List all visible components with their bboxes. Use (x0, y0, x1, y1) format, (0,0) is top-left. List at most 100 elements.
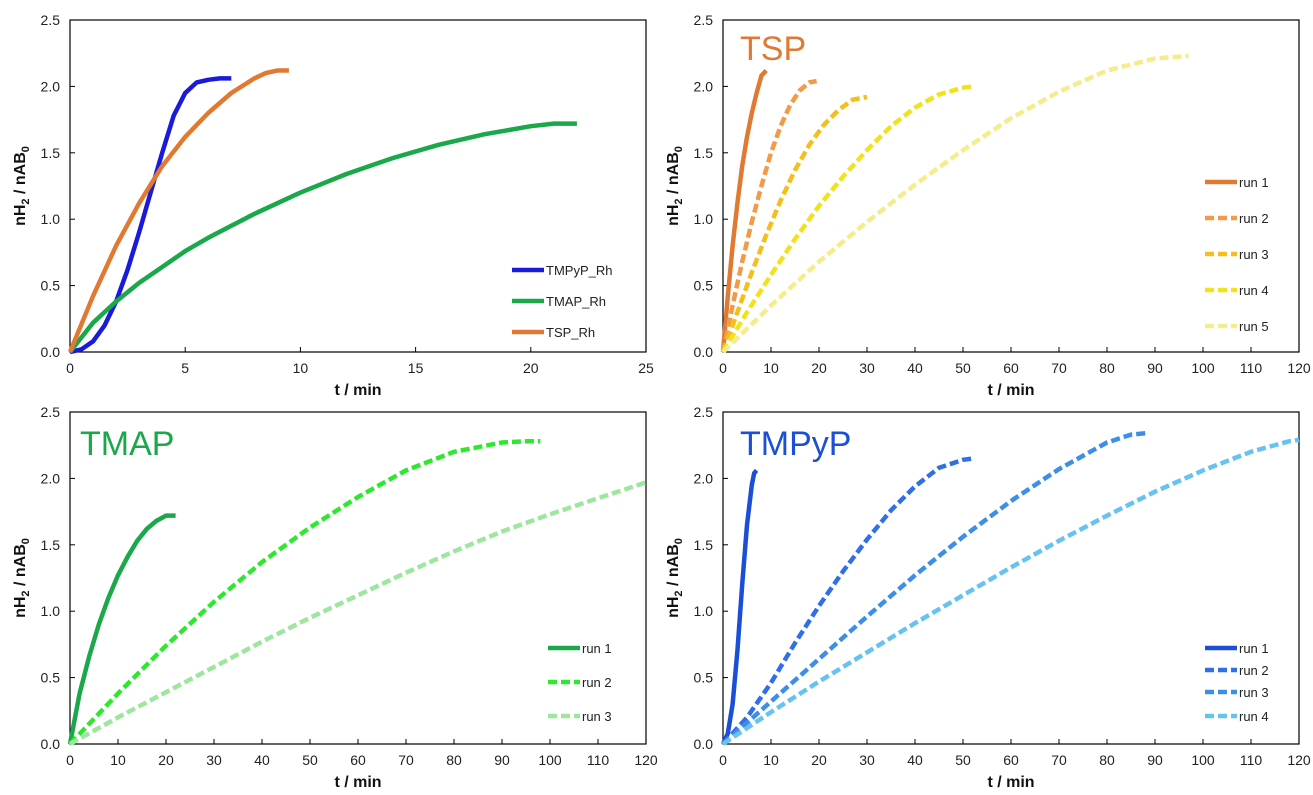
x-tick-label: 15 (408, 360, 424, 376)
x-tick-label: 100 (1191, 360, 1215, 376)
panel-title: TMAP (80, 425, 174, 463)
y-axis-label: nH2 / nAB0 (12, 538, 32, 618)
series-line-tmap-rh (68, 121, 577, 354)
series-line-run-4 (721, 437, 1300, 746)
x-tick-label: 25 (638, 360, 654, 376)
x-tick-label: 110 (587, 752, 610, 768)
x-tick-label: 50 (955, 752, 971, 768)
series-line-run-4 (721, 84, 973, 354)
y-tick-label: 1.0 (41, 211, 61, 227)
x-tick-label: 40 (254, 752, 270, 768)
y-axis-label: nH2 / nAB0 (665, 146, 685, 226)
x-tick-label: 120 (1287, 752, 1311, 768)
x-axis-label: t / min (334, 382, 381, 399)
y-tick-label: 0.0 (694, 344, 714, 360)
legend-label: run 5 (1239, 319, 1269, 334)
x-tick-label: 80 (446, 752, 462, 768)
y-axis-label-subscript: 0 (673, 146, 685, 152)
legend-label: run 1 (582, 641, 612, 656)
y-tick-label: 1.0 (41, 603, 61, 619)
legend-label: run 4 (1239, 709, 1269, 724)
x-tick-label: 60 (350, 752, 366, 768)
x-tick-label: 110 (1240, 360, 1263, 376)
series-line-run-3 (68, 480, 647, 746)
panel-title: TMPyP (740, 425, 851, 463)
x-tick-label: 20 (811, 752, 827, 768)
y-tick-label: 2.0 (41, 470, 61, 486)
y-axis-label-part: nH (665, 597, 682, 618)
x-tick-label: 0 (66, 360, 74, 376)
series-line-run-2 (721, 456, 973, 746)
x-tick-label: 40 (907, 752, 923, 768)
y-axis-label: nH2 / nAB0 (12, 146, 32, 226)
series-line-run-1 (67, 513, 176, 745)
x-axis-label: t / min (334, 774, 381, 791)
x-axis-label: t / min (987, 774, 1034, 791)
panel-title: TSP (740, 30, 806, 68)
x-tick-label: 40 (907, 360, 923, 376)
series-line-run-3 (721, 430, 1146, 746)
y-tick-label: 0.5 (694, 670, 714, 686)
x-tick-label: 50 (955, 360, 971, 376)
x-tick-label: 30 (859, 752, 875, 768)
x-tick-label: 80 (1099, 360, 1115, 376)
x-tick-label: 60 (1003, 360, 1019, 376)
series-line-run-1 (720, 468, 759, 745)
legend-label: run 2 (582, 675, 612, 690)
y-tick-label: 0.5 (694, 278, 714, 294)
x-tick-label: 10 (763, 752, 779, 768)
x-tick-label: 120 (634, 752, 658, 768)
legend-label: TSP_Rh (546, 325, 595, 340)
legend-label: run 4 (1239, 283, 1269, 298)
y-tick-label: 1.0 (694, 603, 714, 619)
legend-label: run 2 (1239, 663, 1269, 678)
legend-label: run 3 (1239, 247, 1269, 262)
y-axis-label: nH2 / nAB0 (665, 538, 685, 618)
x-tick-label: 0 (719, 360, 727, 376)
x-tick-label: 30 (859, 360, 875, 376)
x-tick-label: 90 (494, 752, 510, 768)
series-line-tmpyp-rh (69, 76, 232, 355)
legend-label: run 2 (1239, 211, 1269, 226)
x-tick-label: 20 (158, 752, 174, 768)
y-tick-label: 2.0 (694, 470, 714, 486)
x-tick-label: 0 (66, 752, 74, 768)
y-axis-label-subscript: 2 (20, 198, 32, 204)
y-axis-label-subscript: 2 (673, 590, 685, 596)
y-axis-label-subscript: 0 (673, 538, 685, 544)
x-tick-label: 70 (1051, 752, 1067, 768)
y-axis-label-part: nH (665, 205, 682, 226)
y-axis-label-part: nH (12, 597, 29, 618)
series-line-run-2 (68, 438, 541, 746)
x-tick-label: 10 (110, 752, 126, 768)
y-axis-label-part: / nAB (12, 544, 29, 590)
y-axis-label-part: / nAB (665, 152, 682, 198)
series-line-run-5 (721, 53, 1189, 354)
y-tick-label: 2.5 (41, 404, 61, 420)
series-line-tsp-rh (67, 68, 289, 353)
x-tick-label: 30 (206, 752, 222, 768)
x-tick-label: 0 (719, 752, 727, 768)
y-tick-label: 0.0 (41, 344, 61, 360)
x-tick-label: 20 (523, 360, 539, 376)
y-tick-label: 0.0 (41, 736, 61, 752)
y-tick-label: 1.0 (694, 211, 714, 227)
legend-label: TMAP_Rh (546, 294, 606, 309)
y-tick-label: 2.5 (694, 404, 714, 420)
y-tick-label: 0.5 (41, 670, 61, 686)
plot-frame (69, 19, 647, 353)
chart-panel-2: 0 10 20 30 40 50 60 70 80 90 100 110 1200.00.51.01.5… (665, 12, 1311, 399)
legend-label: run 1 (1239, 641, 1269, 656)
chart-panel-4: 0 10 20 30 40 50 60 70 80 90 100 110 1200.00.51.01.5… (665, 404, 1311, 791)
x-tick-label: 20 (811, 360, 827, 376)
x-tick-label: 120 (1287, 360, 1311, 376)
series-line-run-1 (720, 68, 768, 353)
chart-panel-3: 0 10 20 30 40 50 60 70 80 90 100 110 1200.00.51.01.5… (12, 404, 658, 791)
y-tick-label: 1.5 (694, 537, 714, 553)
x-tick-label: 70 (398, 752, 414, 768)
y-axis-label-part: / nAB (12, 152, 29, 198)
y-tick-label: 2.5 (41, 12, 61, 28)
y-tick-label: 1.5 (41, 145, 61, 161)
